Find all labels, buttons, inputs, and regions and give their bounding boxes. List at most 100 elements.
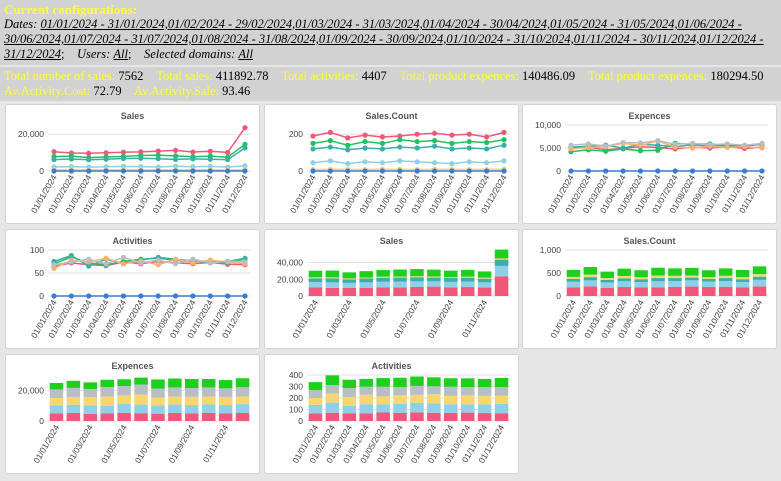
data-point (467, 145, 472, 150)
bar-segment (427, 277, 441, 278)
bar-segment (702, 287, 716, 296)
bar-segment (376, 387, 390, 397)
data-point (190, 257, 195, 262)
data-point (759, 168, 764, 173)
bar-segment (185, 379, 199, 388)
series-line (313, 132, 504, 138)
bar-segment (410, 269, 424, 276)
bar-segment (151, 389, 165, 398)
config-details: Dates: 01/01/2024 - 31/01/2024,01/02/202… (4, 17, 777, 62)
data-point (345, 161, 350, 166)
series-line (313, 161, 504, 164)
bar-segment (651, 278, 665, 281)
data-point (397, 144, 402, 149)
data-point (603, 168, 608, 173)
chart-title: Expences (628, 111, 670, 121)
x-tick-label: 01/01/2024 (31, 423, 61, 465)
data-point (415, 132, 420, 137)
y-tick-label: 5,000 (540, 143, 562, 153)
total-sales-count-value: 7562 (118, 69, 143, 83)
bar-segment (478, 282, 492, 287)
bar-segment (444, 278, 458, 282)
bar-segment (100, 387, 114, 397)
data-point (415, 145, 420, 150)
y-tick-label: 0 (39, 166, 44, 176)
data-point (121, 255, 126, 260)
bar-segment (202, 404, 216, 413)
bar-segment (309, 282, 323, 287)
bar-segment (444, 271, 458, 277)
x-tick-label: 01/05/2024 (358, 298, 388, 340)
data-point (138, 293, 143, 298)
bar-segment (427, 386, 441, 394)
bar-segment (359, 271, 373, 277)
av-activity-cost-value: 72.79 (93, 84, 121, 98)
data-point (310, 168, 315, 173)
bar-segment (495, 404, 509, 413)
data-point (397, 158, 402, 163)
data-point (362, 159, 367, 164)
av-activity-sale-value: 93.46 (222, 84, 250, 98)
data-point (759, 141, 764, 146)
data-point (362, 133, 367, 138)
data-point (586, 141, 591, 146)
y-tick-label: 200 (289, 129, 303, 139)
bar-segment (219, 388, 233, 397)
data-point (208, 157, 213, 162)
data-point (86, 257, 91, 262)
bar-segment (478, 271, 492, 277)
bar-segment (410, 376, 424, 385)
data-point (345, 135, 350, 140)
bar-segment (478, 278, 492, 279)
series-line (54, 128, 245, 154)
data-point (725, 168, 730, 173)
data-point (603, 144, 608, 149)
bar-segment (343, 278, 357, 279)
data-point (103, 261, 108, 266)
bar-segment (151, 379, 165, 388)
bar-segment (202, 413, 216, 421)
data-point (690, 141, 695, 146)
data-point (173, 293, 178, 298)
bar-segment (617, 278, 631, 281)
y-tick-label: 20,000 (277, 274, 303, 284)
data-point (380, 168, 385, 173)
bar-segment (427, 377, 441, 386)
series-line (54, 166, 245, 167)
bar-segment (359, 395, 373, 404)
bar-segment (100, 397, 114, 406)
bar-segment (478, 396, 492, 405)
bar-segment (117, 395, 131, 404)
bar-segment (461, 270, 475, 277)
bar-segment (461, 413, 475, 421)
bar-segment (719, 281, 733, 287)
domains-value[interactable]: All (238, 47, 253, 61)
bar-segment (236, 387, 250, 396)
bar-segment (50, 389, 64, 398)
bar-segment (343, 283, 357, 288)
bar-segment (584, 286, 598, 296)
data-point (156, 293, 161, 298)
data-point (190, 156, 195, 161)
bar-segment (651, 276, 665, 279)
users-value[interactable]: All (113, 47, 128, 61)
total-product-expences-2-label: Total product expences: (588, 69, 707, 83)
data-point (501, 130, 506, 135)
data-point (673, 142, 678, 147)
bar-segment (410, 276, 424, 277)
x-tick-label: 01/07/2024 (133, 423, 163, 465)
bar-segment (326, 278, 340, 282)
y-tick-label: 0 (39, 416, 44, 426)
data-point (620, 145, 625, 150)
bar-segment (634, 277, 648, 279)
bar-segment (702, 282, 716, 288)
bar-segment (393, 270, 407, 277)
total-sales-label: Total sales: (156, 69, 212, 83)
bar-segment (584, 277, 598, 280)
bar-segment (202, 379, 216, 387)
bar-segment (67, 381, 81, 388)
bar-segment (601, 272, 615, 278)
bar-segment (343, 388, 357, 397)
bar-segment (444, 277, 458, 278)
bar-segment (736, 282, 750, 288)
